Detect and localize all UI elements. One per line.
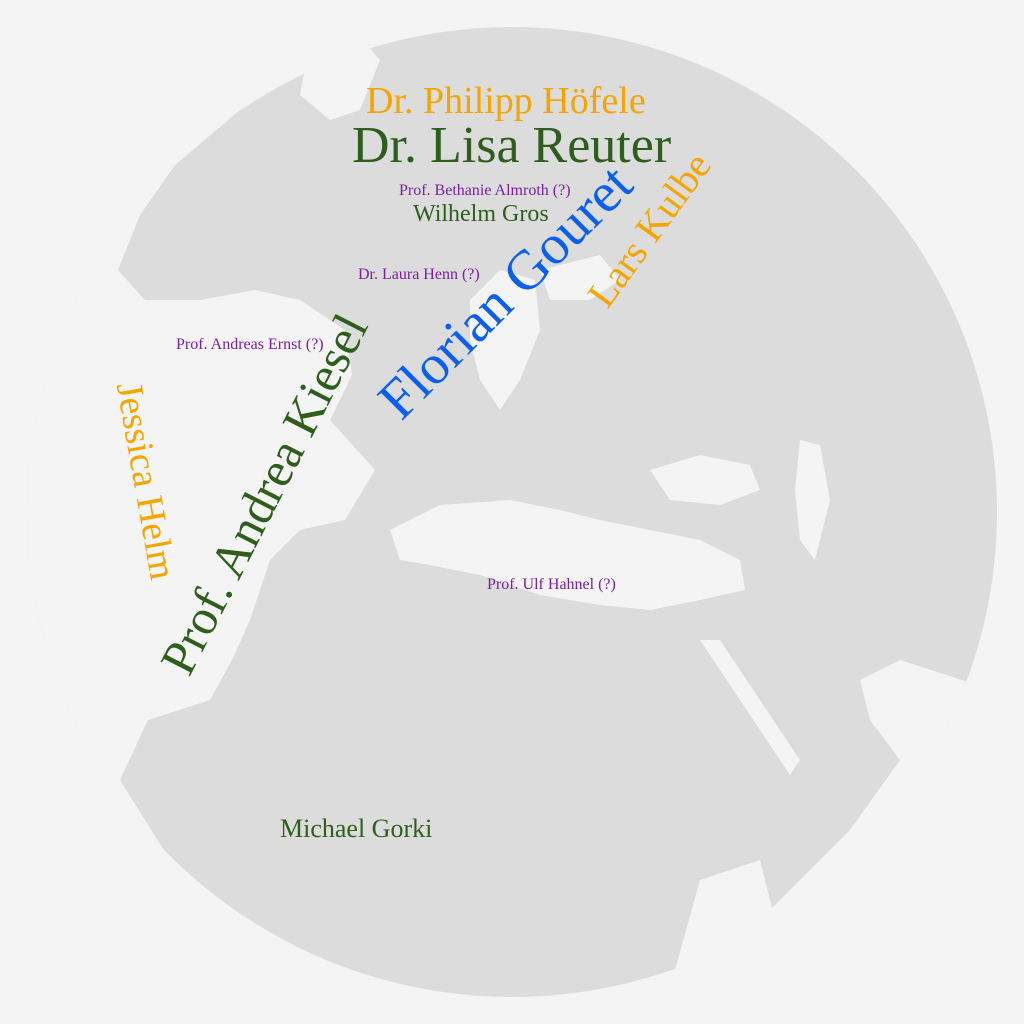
word-laura-henn: Dr. Laura Henn (?)	[358, 266, 480, 283]
word-ulf-hahnel: Prof. Ulf Hahnel (?)	[487, 576, 616, 593]
word-andreas-ernst: Prof. Andreas Ernst (?)	[176, 336, 324, 353]
word-wilhelm-gros: Wilhelm Gros	[413, 201, 549, 227]
baltic-sea-shape	[470, 270, 540, 410]
word-michael-gorki: Michael Gorki	[280, 814, 433, 843]
caspian-sea-shape	[795, 440, 830, 560]
mediterranean-sea-shape	[390, 500, 745, 610]
atlantic-ocean-shape	[27, 27, 440, 997]
word-lisa-reuter: Dr. Lisa Reuter	[352, 117, 672, 174]
red-sea-shape	[700, 640, 800, 775]
gulf-shape	[540, 255, 620, 300]
word-philipp-hoefele: Dr. Philipp Höfele	[366, 80, 646, 122]
word-bethanie-almroth: Prof. Bethanie Almroth (?)	[399, 182, 571, 199]
black-sea-shape	[650, 455, 760, 505]
